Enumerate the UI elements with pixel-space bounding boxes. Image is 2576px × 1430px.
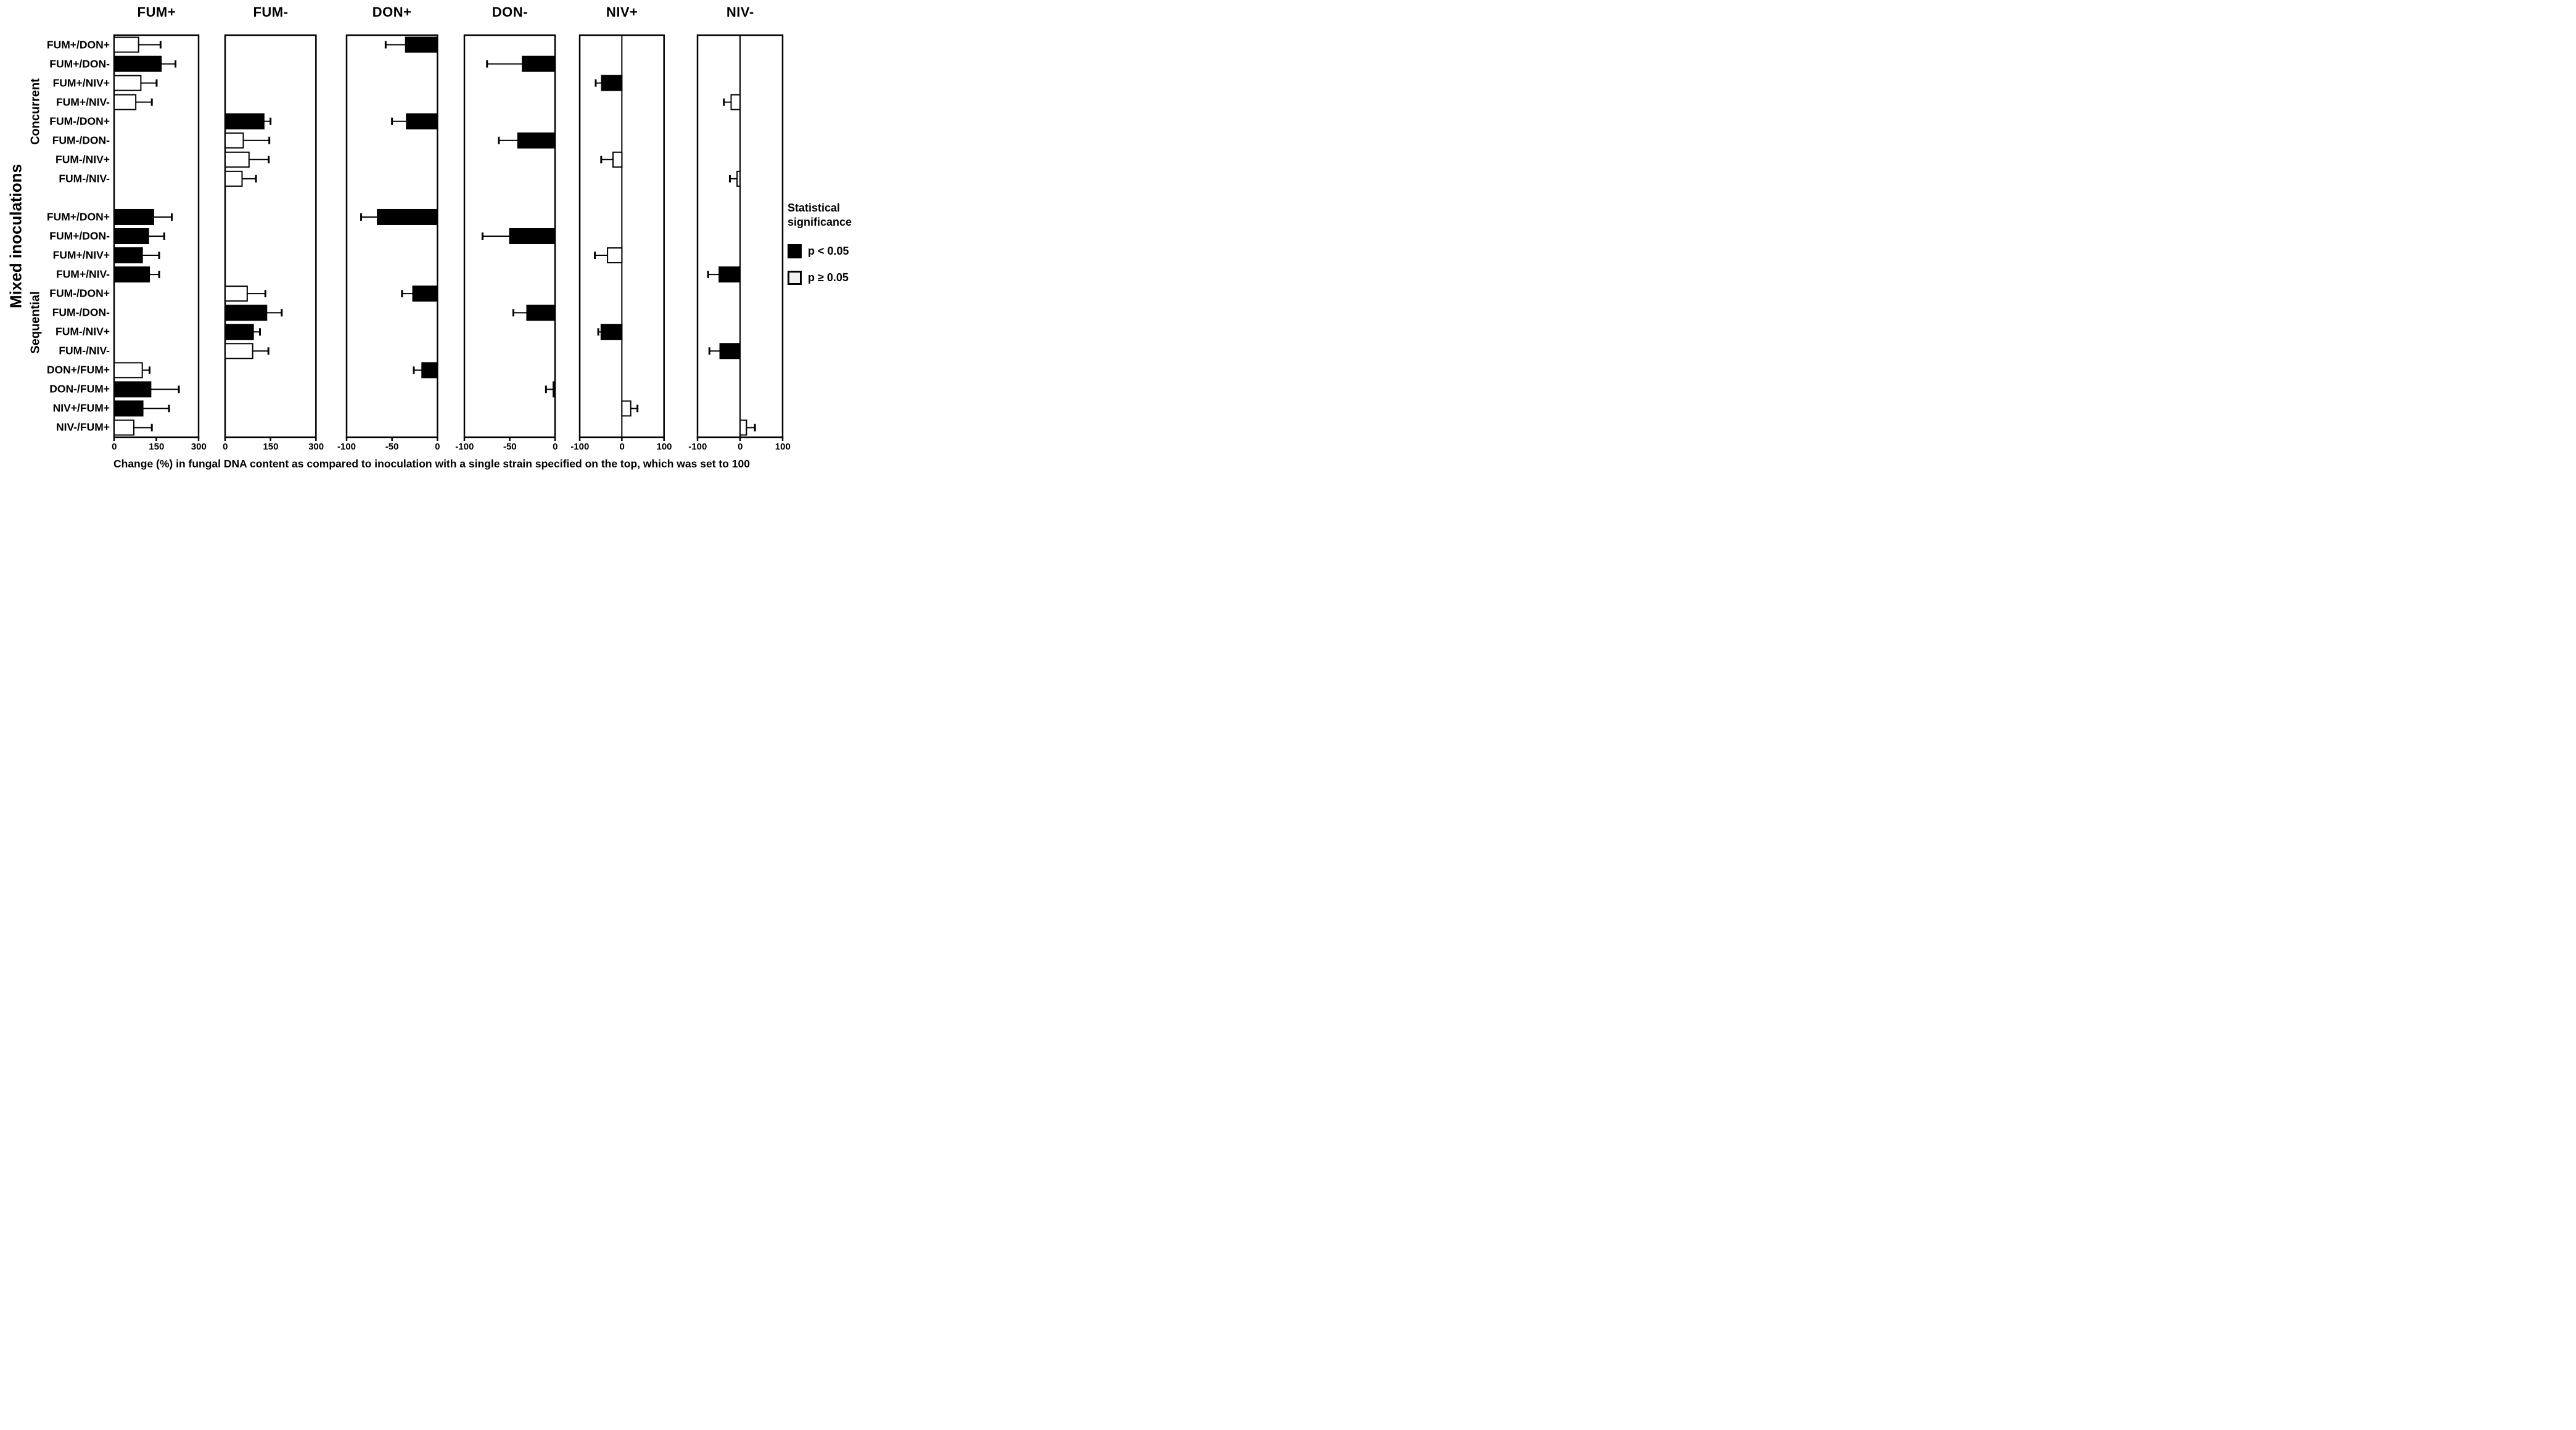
category-label: DON+/FUM+: [46, 363, 110, 376]
x-axis-caption: Change (%) in fungal DNA content as comp…: [113, 458, 750, 470]
category-label: FUM+/DON-: [49, 57, 110, 70]
category-label: FUM+/NIV-: [56, 268, 110, 281]
not-significant-swatch-icon: [788, 271, 802, 285]
x-tick-label: 0: [738, 442, 743, 452]
x-tick-label: 0: [619, 442, 625, 452]
panel-title: NIV+: [606, 4, 638, 20]
panel-plot-FUM-: [224, 34, 317, 441]
panel-title: NIV-: [726, 4, 754, 20]
category-label: FUM-/DON+: [49, 115, 110, 128]
x-tick-label: 150: [149, 442, 165, 452]
x-tick-label: -100: [337, 442, 356, 452]
category-label: FUM+/DON+: [46, 38, 110, 51]
panel-title: FUM+: [137, 4, 176, 20]
x-tick-label: 0: [553, 442, 558, 452]
legend-item-label: p < 0.05: [808, 245, 849, 257]
category-label: NIV+/FUM+: [52, 401, 110, 414]
legend-title: Statistical significance: [788, 202, 852, 228]
panel-plot-NIV+: [579, 34, 665, 441]
x-tick-label: -50: [385, 442, 399, 452]
significant-swatch-icon: [788, 244, 802, 258]
category-label: FUM-/NIV-: [59, 172, 110, 185]
x-tick-label: -100: [455, 442, 474, 452]
category-label: FUM-/NIV+: [56, 153, 110, 166]
figure: Mixed inoculations Concurrent Sequential…: [0, 0, 859, 477]
category-label: FUM-/NIV-: [59, 344, 110, 357]
legend: Statistical significance p < 0.05 p ≥ 0.…: [788, 201, 852, 285]
category-label: FUM+/NIV+: [52, 76, 110, 89]
panel-plot-FUM+: [113, 34, 200, 441]
x-tick-label: 0: [223, 442, 228, 452]
panel-plot-NIV-: [697, 34, 784, 441]
panel-title: DON+: [372, 4, 412, 20]
category-label: FUM+/DON-: [49, 229, 110, 242]
x-tick-label: 100: [775, 442, 791, 452]
panel-plot-DON-: [464, 34, 556, 441]
panel-frame: [224, 34, 317, 438]
x-tick-label: -100: [570, 442, 590, 452]
panel-title: DON-: [492, 4, 528, 20]
legend-item-label: p ≥ 0.05: [808, 271, 849, 284]
category-label: FUM+/DON+: [46, 210, 110, 223]
category-label: DON-/FUM+: [49, 382, 110, 395]
category-label: NIV-/FUM+: [56, 421, 110, 434]
legend-item-significant: p < 0.05: [788, 244, 849, 258]
x-tick-label: 0: [112, 442, 117, 452]
x-tick-label: -50: [503, 442, 517, 452]
x-tick-label: 150: [263, 442, 279, 452]
x-tick-label: -100: [688, 442, 707, 452]
x-tick-label: 300: [308, 442, 324, 452]
category-label: FUM-/DON-: [52, 306, 110, 319]
category-label: FUM-/DON+: [49, 287, 110, 300]
legend-item-not-significant: p ≥ 0.05: [788, 271, 849, 285]
x-tick-label: 300: [191, 442, 207, 452]
panel-title: FUM-: [253, 4, 289, 20]
category-label: FUM-/DON-: [52, 134, 110, 147]
category-label: FUM-/NIV+: [56, 325, 110, 338]
category-label: FUM+/NIV+: [52, 249, 110, 261]
y-axis-label: Mixed inoculations: [6, 163, 25, 309]
x-tick-label: 100: [656, 442, 672, 452]
panel-plot-DON+: [345, 34, 438, 441]
x-tick-label: 0: [435, 442, 440, 452]
category-label: FUM+/NIV-: [56, 96, 110, 109]
